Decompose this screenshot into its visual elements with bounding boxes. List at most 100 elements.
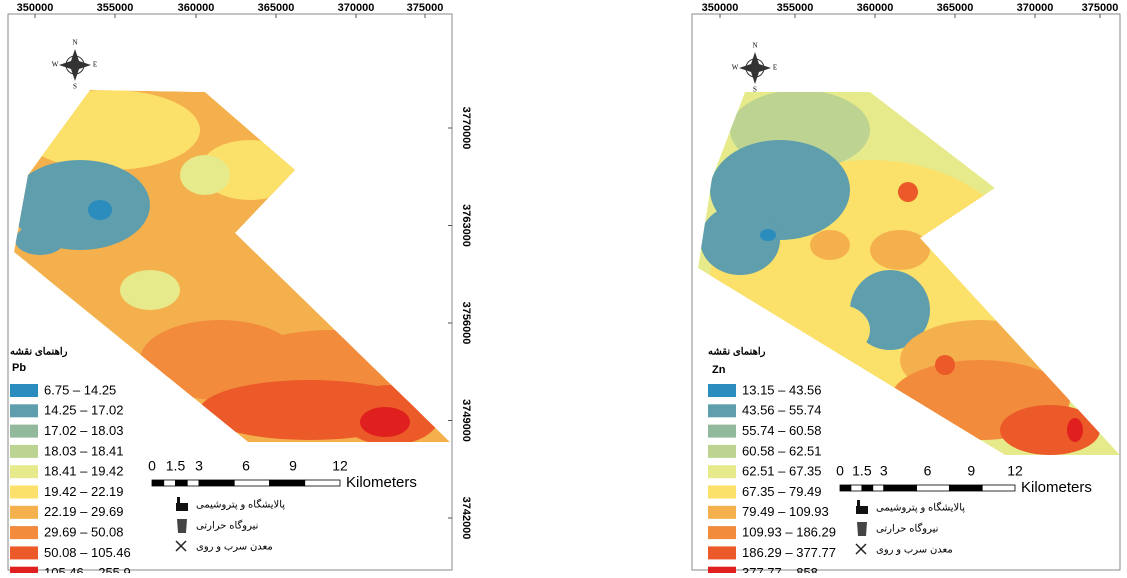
compass-letter: E [93,61,97,69]
legend-swatch [708,384,736,397]
scale-unit: Kilometers [346,474,417,491]
legend-swatch [10,424,38,438]
map-panel: 350000 355000 360000 365000 370000 375000 3770… [7,2,472,578]
legend-swatch [708,465,736,479]
compass-letter: N [752,42,757,50]
legend-swatch [708,485,736,499]
legend-label: 13.15 – 43.56 [742,382,822,397]
surface-zone [1000,405,1100,455]
y-coordinate-label: 3742000 [460,497,472,540]
legend-label: 19.42 – 22.19 [44,484,124,499]
scale-segment [304,479,341,487]
scale-segment [981,484,1016,492]
surface-zone [935,355,955,375]
map-panel: 350000 355000 360000 365000 370000 375000 N E S W… [691,2,1121,578]
scale-label: 9 [289,458,297,474]
surface-zone [898,182,918,202]
scale-segment [175,479,188,487]
x-coordinate-label: 375000 [407,2,444,14]
scale-label: 0 [148,458,156,474]
legend-swatch [10,465,38,479]
legend-label: 55.74 – 60.58 [742,423,822,438]
surface-zone [760,229,776,241]
legend-swatch [10,485,38,499]
scale-segment [861,484,874,492]
legend-label: 62.51 – 67.35 [742,464,822,479]
surface-zone [810,230,850,260]
powerplant-icon [857,522,867,536]
legend-label: 50.08 – 105.46 [44,545,131,560]
surface-zone [700,205,780,275]
map-frame [691,13,1121,571]
compass-letter: W [52,61,59,69]
x-coordinate-label: 365000 [937,2,974,14]
scale-segment [883,484,917,492]
legend-label: 43.56 – 55.74 [742,403,822,418]
scale-segment [186,479,200,487]
legend-swatch [10,505,38,519]
powerplant-icon [177,519,187,533]
legend-swatch [708,444,736,458]
mine-icon [855,543,867,555]
symbol-label: نیروگاه حرارتی [196,520,258,532]
y-coordinate-label: 3756000 [460,302,472,345]
legend-swatch [10,404,38,418]
x-coordinate-label: 350000 [702,2,739,14]
y-coordinate-label: 3770000 [460,107,472,150]
legend-swatch [10,566,38,578]
scale-segment [839,484,852,492]
x-coordinate-label: 375000 [1082,2,1119,14]
map-frame [7,13,453,571]
interpolation-surface [698,92,1120,455]
refinery-stack [857,500,860,507]
symbol-label: نیروگاه حرارتی [876,523,938,535]
compass-letter: E [773,64,777,72]
legend-label: 17.02 – 18.03 [44,423,124,438]
legend-swatch [10,546,38,560]
legend-title: راهنمای نقشه [10,347,68,358]
legend-label: 60.58 – 62.51 [742,443,822,458]
compass-rose [59,49,91,81]
scale-segment [151,479,165,487]
legend-label: 377.77 – 858 [742,565,818,573]
legend-swatch [10,384,38,397]
surface-zone [870,230,930,270]
compass-ring [745,58,765,78]
scale-segment [916,484,950,492]
surface-zone [20,90,200,170]
symbol-label: معدن سرب و روی [876,545,953,556]
x-coordinate-label: 360000 [857,2,894,14]
x-coordinate-label: 350000 [17,2,54,14]
compass-letter: W [732,64,739,72]
x-coordinate-label: 360000 [178,2,215,14]
legend-title: راهنمای نقشه [708,347,766,358]
legend-swatch [10,444,38,458]
surface-zone [120,270,180,310]
legend-swatch [10,526,38,540]
legend-swatch [708,546,736,560]
legend-label: 18.03 – 18.41 [44,443,124,458]
refinery-stack [177,497,180,504]
surface-zone [180,155,230,195]
legend-label: 105.46 – 255.9 [44,565,131,573]
scale-label: 1.5 [852,463,872,479]
surface-zone [88,200,112,220]
scale-segment [850,484,863,492]
legend-label: 79.49 – 109.93 [742,504,829,519]
surface-zone [360,407,410,437]
scale-segment [163,479,176,487]
legend-swatch [708,526,736,540]
x-coordinate-label: 355000 [777,2,814,14]
compass-letter: N [72,39,77,47]
legend-swatch [708,424,736,438]
compass-ring [65,55,85,75]
legend-element: Zn [712,364,726,376]
scale-segment [872,484,885,492]
y-coordinate-label: 3749000 [460,399,472,442]
legend-swatch [708,404,736,418]
scale-label: 1.5 [166,458,186,474]
scale-label: 9 [967,463,975,479]
legend-element: Pb [12,362,26,374]
scale-segment [948,484,983,492]
scale-label: 12 [1007,463,1023,479]
